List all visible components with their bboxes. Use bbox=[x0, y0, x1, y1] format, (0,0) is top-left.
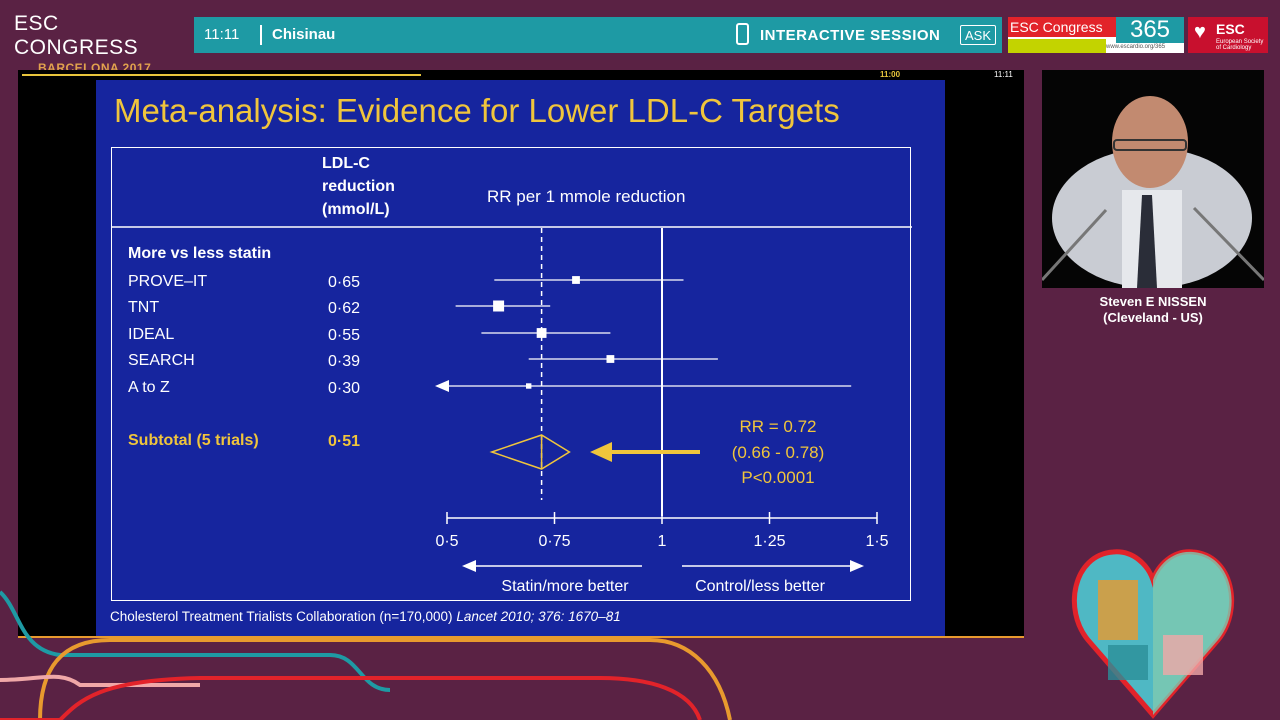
esc-congress-logo: ESC CONGRESS BARCELONA 2017 bbox=[14, 12, 184, 75]
brand-title: ESC CONGRESS bbox=[14, 12, 139, 59]
speaker-name: Steven E NISSEN bbox=[1099, 294, 1207, 309]
effect-header: RR per 1 mmole reduction bbox=[487, 187, 685, 206]
column-header-line3: (mmol/L) bbox=[322, 201, 390, 218]
room-name: Chisinau bbox=[272, 26, 336, 43]
forest-plot: LDL-C reduction (mmol/L) RR per 1 mmole red… bbox=[112, 155, 912, 595]
speaker-location: (Cleveland - US) bbox=[1103, 310, 1203, 325]
x-axis-tick-label: 0·75 bbox=[538, 533, 570, 550]
group-label: More vs less statin bbox=[128, 245, 271, 262]
right-direction-label: Control/less better bbox=[695, 578, 826, 595]
column-header-line2: reduction bbox=[322, 178, 395, 195]
ask-button[interactable]: ASK bbox=[960, 25, 996, 45]
timer-target: 11:00 bbox=[880, 70, 901, 79]
right-direction-arrowhead bbox=[850, 560, 864, 572]
left-direction-label: Statin/more better bbox=[501, 578, 629, 595]
slide: Meta-analysis: Evidence for Lower LDL-C … bbox=[96, 80, 945, 636]
presentation-stage: 11:00 11:11 Meta-analysis: Evidence for … bbox=[18, 70, 1024, 636]
annotation-p: P<0.0001 bbox=[741, 468, 814, 487]
x-axis-tick-label: 1·5 bbox=[865, 533, 888, 550]
study-name: SEARCH bbox=[128, 352, 195, 369]
interactive-session-label: INTERACTIVE SESSION bbox=[760, 27, 941, 44]
session-bar: 11:11 Chisinau INTERACTIVE SESSION ASK bbox=[194, 17, 1002, 53]
decorative-lines bbox=[0, 590, 732, 720]
x-axis-tick-label: 1 bbox=[658, 533, 667, 550]
speaker-silhouette bbox=[1042, 70, 1264, 288]
clock-time: 11:11 bbox=[204, 26, 240, 43]
study-name: A to Z bbox=[128, 379, 170, 396]
heart-emblem bbox=[1071, 549, 1235, 719]
esc365-bar bbox=[1008, 39, 1106, 53]
divider bbox=[260, 25, 262, 45]
esc365-number: 365 bbox=[1116, 17, 1184, 43]
study-name: PROVE–IT bbox=[128, 273, 207, 290]
esc-logo-name: ESC bbox=[1216, 21, 1245, 37]
citation-text: Cholesterol Treatment Trialists Collabor… bbox=[110, 609, 457, 624]
annotation-ci: (0.66 - 0.78) bbox=[732, 443, 825, 462]
study-reduction: 0·55 bbox=[328, 327, 360, 344]
annotation-arrow-head bbox=[590, 442, 612, 462]
study-reduction: 0·30 bbox=[328, 380, 360, 397]
study-point bbox=[526, 383, 532, 389]
citation-journal: Lancet 2010; 376: 1670–81 bbox=[456, 609, 621, 624]
timer-progress-bar bbox=[22, 74, 421, 76]
study-reduction: 0·65 bbox=[328, 274, 360, 291]
study-point bbox=[606, 355, 615, 363]
study-point bbox=[536, 328, 547, 338]
esc-logo-subtitle: European Society of Cardiology bbox=[1216, 39, 1263, 51]
esc-society-logo: ♥ ESC European Society of Cardiology bbox=[1188, 17, 1268, 53]
subtotal-diamond bbox=[489, 434, 571, 470]
subtotal-label: Subtotal (5 trials) bbox=[128, 432, 259, 449]
speaker-video bbox=[1042, 70, 1264, 288]
esc-logo-sub2: of Cardiology bbox=[1216, 45, 1252, 51]
slide-citation: Cholesterol Treatment Trialists Collabor… bbox=[110, 609, 621, 624]
heart-icon: ♥ bbox=[1194, 21, 1206, 43]
esc-congress-365-logo: ESC Congress 365 www.escardio.org/365 bbox=[1008, 17, 1184, 53]
annotation-rr: RR = 0.72 bbox=[739, 417, 816, 436]
x-axis-tick-label: 1·25 bbox=[753, 533, 785, 550]
ci-arrow-left bbox=[435, 380, 449, 392]
study-name: IDEAL bbox=[128, 326, 174, 343]
study-reduction: 0·62 bbox=[328, 300, 360, 317]
study-point bbox=[493, 300, 505, 312]
column-header-line1: LDL-C bbox=[322, 155, 370, 172]
esc365-label: ESC Congress bbox=[1008, 17, 1118, 37]
stage-bottom-line bbox=[18, 636, 1024, 638]
slide-title: Meta-analysis: Evidence for Lower LDL-C … bbox=[114, 92, 840, 129]
timer-now: 11:11 bbox=[994, 70, 1013, 79]
forest-plot-frame: LDL-C reduction (mmol/L) RR per 1 mmole red… bbox=[111, 147, 912, 601]
subtotal-reduction: 0·51 bbox=[328, 433, 360, 450]
x-axis-tick-label: 0·5 bbox=[435, 533, 458, 550]
esc-logo-sub1: European Society bbox=[1216, 39, 1264, 45]
study-point bbox=[572, 276, 580, 284]
study-reduction: 0·39 bbox=[328, 353, 360, 370]
left-direction-arrowhead bbox=[462, 560, 476, 572]
study-name: TNT bbox=[128, 299, 159, 316]
smartphone-icon bbox=[736, 23, 749, 45]
esc365-url: www.escardio.org/365 bbox=[1106, 44, 1166, 50]
